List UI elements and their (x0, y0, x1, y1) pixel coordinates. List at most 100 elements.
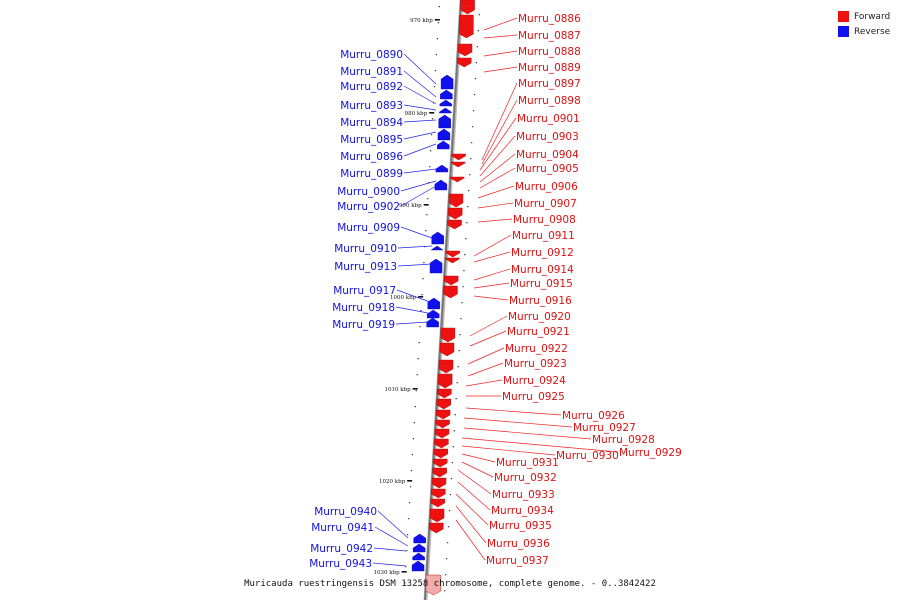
leader-line (481, 99, 518, 165)
forward-gene-label: Murru_0888 (518, 46, 581, 58)
minor-tick (446, 558, 448, 560)
reverse-gene-label: Murru_0910 (334, 243, 397, 255)
forward-gene-label: Murru_0932 (494, 472, 557, 484)
forward-gene-label: Murru_0922 (505, 343, 568, 355)
forward-gene-label: Murru_0914 (511, 264, 574, 276)
leader-line (463, 417, 573, 428)
minor-tick (470, 158, 472, 160)
minor-tick (474, 78, 477, 80)
leader-line (403, 53, 437, 85)
reverse-gene-label: Murru_0896 (340, 151, 403, 163)
minor-tick (408, 502, 411, 504)
minor-tick (409, 486, 412, 488)
leader-line (397, 263, 433, 267)
minor-tick (460, 318, 462, 320)
minor-tick (431, 118, 434, 120)
minor-tick (454, 414, 456, 416)
minor-tick (467, 206, 469, 208)
minor-tick (462, 286, 464, 288)
minor-tick (413, 422, 415, 424)
forward-gene (443, 285, 458, 299)
leader-line (479, 117, 517, 171)
forward-gene (431, 488, 446, 499)
minor-tick (459, 334, 461, 336)
forward-gene-label: Murru_0901 (517, 113, 580, 125)
forward-gene (425, 574, 442, 596)
minor-tick (444, 590, 446, 592)
legend-item-reverse: Reverse (838, 24, 890, 39)
leader-line (403, 85, 437, 105)
leader-line (479, 153, 516, 183)
forward-gene-label: Murru_0930 (556, 450, 619, 462)
minor-tick (464, 254, 466, 256)
leader-line (403, 119, 437, 123)
leader-line (479, 135, 516, 177)
forward-gene (435, 419, 450, 429)
forward-gene-label: Murru_0898 (518, 95, 581, 107)
minor-tick (470, 142, 473, 144)
minor-tick (435, 54, 438, 56)
forward-gene-label: Murru_0912 (511, 247, 574, 259)
leader-line (477, 218, 513, 223)
minor-tick (453, 430, 455, 432)
forward-gene-label: Murru_0926 (562, 410, 625, 422)
minor-tick (463, 270, 465, 272)
leader-line (377, 510, 409, 539)
leader-line (467, 347, 505, 365)
leader-line (455, 493, 489, 526)
leader-line (400, 226, 433, 239)
forward-gene-label: Murru_0908 (513, 214, 576, 226)
leader-line (396, 289, 431, 303)
legend-reverse-label: Reverse (854, 26, 891, 37)
minor-tick (447, 526, 450, 528)
minor-tick (430, 134, 433, 136)
reverse-gene (412, 543, 426, 553)
forward-gene-label: Murru_0933 (492, 489, 555, 501)
minor-tick (426, 214, 428, 216)
leader-line (473, 251, 511, 263)
minor-tick (448, 510, 451, 512)
minor-tick (451, 462, 454, 464)
reverse-gene-label: Murru_0942 (310, 543, 373, 555)
genome-caption: Muricauda ruestringensis DSM 13258 chrom… (244, 579, 656, 589)
leader-line (455, 505, 487, 544)
leader-line (483, 34, 518, 39)
minor-tick (427, 198, 429, 200)
minor-tick (420, 310, 422, 312)
forward-gene-label: Murru_0927 (573, 422, 636, 434)
forward-swatch-icon (838, 11, 849, 22)
forward-gene-label: Murru_0931 (496, 457, 559, 469)
scale-label: 1030 kbp (374, 570, 401, 576)
forward-gene (457, 57, 472, 68)
minor-tick (417, 358, 419, 360)
forward-gene (433, 448, 448, 459)
forward-gene-label: Murru_0886 (518, 13, 581, 25)
forward-gene-label: Murru_0936 (487, 538, 550, 550)
forward-gene (435, 409, 451, 420)
scale-tick (434, 19, 440, 21)
reverse-gene-label: Murru_0919 (332, 319, 395, 331)
forward-gene (434, 438, 449, 449)
leader-line (483, 17, 518, 31)
minor-tick (405, 566, 407, 568)
minor-tick (456, 382, 458, 384)
minor-tick (478, 14, 480, 16)
forward-gene-label: Murru_0924 (503, 375, 566, 387)
minor-tick (437, 22, 439, 24)
leader-line (473, 295, 509, 301)
leader-line (403, 104, 437, 111)
minor-tick (461, 302, 463, 304)
leader-line (477, 202, 514, 209)
minor-tick (466, 222, 468, 224)
forward-gene (457, 43, 473, 57)
forward-gene-label: Murru_0929 (619, 447, 682, 459)
minor-tick (465, 238, 467, 240)
leader-line (469, 330, 507, 347)
minor-tick (446, 542, 449, 544)
leader-line (403, 143, 437, 157)
leader-line (467, 362, 504, 377)
forward-gene (437, 388, 452, 399)
minor-tick (422, 278, 424, 280)
reverse-gene (440, 89, 453, 100)
leader-line (479, 167, 516, 189)
